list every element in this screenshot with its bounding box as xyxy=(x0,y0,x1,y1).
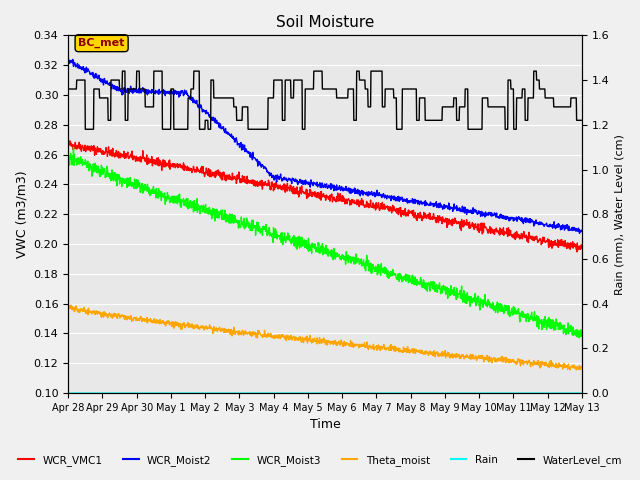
Y-axis label: VWC (m3/m3): VWC (m3/m3) xyxy=(15,170,28,258)
WCR_Moist2 xyxy=(472,209,480,215)
Theta_moist xyxy=(517,357,525,362)
WaterLevel_cm xyxy=(405,86,413,92)
WaterLevel_cm xyxy=(518,95,525,101)
WCR_Moist2 xyxy=(517,215,525,221)
Theta_moist xyxy=(179,322,187,328)
WCR_Moist2 xyxy=(405,198,413,204)
WCR_Moist3 xyxy=(70,144,77,150)
WCR_Moist3 xyxy=(578,332,586,337)
Theta_moist xyxy=(166,321,174,327)
WCR_Moist3 xyxy=(405,279,413,285)
WCR_VMC1 xyxy=(578,244,586,250)
WCR_Moist3 xyxy=(575,335,583,341)
WCR_VMC1 xyxy=(236,180,244,186)
WCR_VMC1 xyxy=(65,138,73,144)
WaterLevel_cm xyxy=(578,118,586,123)
Rain xyxy=(578,390,586,396)
WCR_Moist2 xyxy=(166,91,174,96)
Rain xyxy=(179,390,186,396)
WCR_Moist2 xyxy=(64,57,72,62)
WCR_VMC1 xyxy=(64,140,72,146)
WCR_Moist3 xyxy=(517,311,525,317)
Line: WCR_Moist3: WCR_Moist3 xyxy=(68,147,582,338)
Theta_moist xyxy=(578,364,586,370)
Theta_moist xyxy=(566,367,574,373)
WaterLevel_cm xyxy=(167,126,175,132)
Legend: WCR_VMC1, WCR_Moist2, WCR_Moist3, Theta_moist, Rain, WaterLevel_cm: WCR_VMC1, WCR_Moist2, WCR_Moist3, Theta_… xyxy=(14,451,626,470)
Theta_moist xyxy=(405,348,413,354)
Theta_moist xyxy=(67,302,75,308)
WaterLevel_cm xyxy=(472,126,480,132)
WCR_VMC1 xyxy=(405,211,413,216)
Line: WCR_Moist2: WCR_Moist2 xyxy=(68,59,582,233)
Theta_moist xyxy=(472,353,480,359)
WCR_Moist2 xyxy=(179,89,187,95)
Rain xyxy=(64,390,72,396)
WCR_Moist3 xyxy=(472,303,480,309)
WaterLevel_cm xyxy=(118,68,126,74)
Line: WaterLevel_cm: WaterLevel_cm xyxy=(68,71,582,129)
WCR_Moist3 xyxy=(236,225,244,230)
WaterLevel_cm xyxy=(81,126,89,132)
Y-axis label: Rain (mm), Water Level (cm): Rain (mm), Water Level (cm) xyxy=(615,134,625,295)
WCR_Moist3 xyxy=(64,160,72,166)
WCR_VMC1 xyxy=(166,162,174,168)
WaterLevel_cm xyxy=(64,86,72,92)
WaterLevel_cm xyxy=(237,118,244,123)
WCR_Moist2 xyxy=(65,56,72,62)
WCR_Moist2 xyxy=(236,144,244,149)
Line: WCR_VMC1: WCR_VMC1 xyxy=(68,141,582,252)
Rain xyxy=(166,390,173,396)
Rain xyxy=(404,390,412,396)
Theta_moist xyxy=(64,304,72,310)
Text: BC_met: BC_met xyxy=(79,38,125,48)
WCR_Moist2 xyxy=(578,228,586,234)
Rain xyxy=(236,390,244,396)
Rain xyxy=(472,390,479,396)
Rain xyxy=(517,390,525,396)
X-axis label: Time: Time xyxy=(310,419,340,432)
WCR_VMC1 xyxy=(517,230,525,236)
Line: Theta_moist: Theta_moist xyxy=(68,305,582,370)
WaterLevel_cm xyxy=(179,126,187,132)
WCR_VMC1 xyxy=(472,225,480,230)
WCR_VMC1 xyxy=(179,163,187,169)
WCR_Moist2 xyxy=(575,230,583,236)
Title: Soil Moisture: Soil Moisture xyxy=(276,15,374,30)
WCR_Moist3 xyxy=(166,196,174,202)
WCR_VMC1 xyxy=(573,249,581,255)
WCR_Moist3 xyxy=(179,198,187,204)
Theta_moist xyxy=(236,331,244,337)
